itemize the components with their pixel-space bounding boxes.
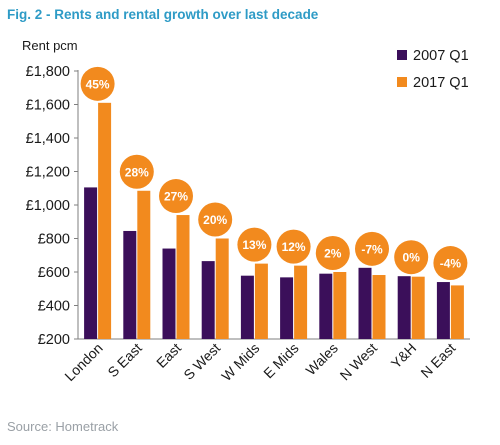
- growth-label: 0%: [403, 251, 421, 265]
- axes: £200 £400 £600 £800 £1,000 £1,200 £1,400 £1,600…: [26, 64, 470, 348]
- source-note: Source: Hometrack: [7, 419, 119, 434]
- legend-label: 2007 Q1: [413, 48, 469, 64]
- bar-2017q1: [333, 272, 347, 339]
- bars: [84, 102, 464, 339]
- bar-2007q1: [319, 273, 333, 339]
- bar-2007q1: [358, 267, 372, 339]
- x-tick-label: N East: [417, 340, 458, 381]
- y-tick-label: £1,400: [26, 131, 70, 147]
- growth-label: 27%: [164, 190, 188, 204]
- growth-label: 20%: [203, 213, 227, 227]
- bar-2017q1: [411, 276, 425, 339]
- x-tick-label: S West: [180, 340, 223, 383]
- growth-label: 45%: [86, 77, 110, 91]
- y-axis-label: Rent pcm: [22, 38, 78, 53]
- legend: 2007 Q1 2017 Q1: [397, 48, 469, 91]
- bar-2017q1: [137, 190, 151, 339]
- bar-2007q1: [280, 277, 294, 339]
- bar-2007q1: [162, 248, 176, 339]
- x-tick-label: East: [153, 340, 184, 371]
- x-tick-label: Y&H: [388, 340, 420, 372]
- growth-bubble: [355, 231, 389, 266]
- bar-2017q1: [254, 263, 268, 339]
- y-tick-label: £200: [38, 332, 70, 348]
- legend-label: 2017 Q1: [413, 75, 469, 91]
- bar-2017q1: [450, 285, 464, 339]
- growth-bubble: [80, 66, 115, 101]
- y-tick-label: £1,600: [26, 98, 70, 114]
- x-tick-label: E Mids: [260, 340, 302, 382]
- growth-label: -4%: [440, 257, 462, 271]
- growth-label: 28%: [125, 165, 149, 179]
- x-tick-label: W Mids: [218, 340, 262, 384]
- growth-label: 13%: [242, 238, 266, 252]
- x-tick-label: Wales: [302, 340, 340, 378]
- growth-bubble: [198, 202, 233, 237]
- bar-2017q1: [176, 215, 190, 339]
- y-tick-label: £1,000: [26, 198, 70, 214]
- bar-2007q1: [123, 230, 137, 339]
- chart-title: Fig. 2 - Rents and rental growth over la…: [7, 7, 319, 22]
- bar-2017q1: [215, 238, 229, 339]
- bar-2017q1: [98, 102, 112, 339]
- bar-2007q1: [84, 187, 98, 339]
- growth-bubble: [315, 236, 350, 270]
- legend-swatch: [397, 50, 407, 60]
- y-tick-label: £400: [38, 299, 70, 315]
- bar-2017q1: [372, 275, 386, 339]
- growth-bubble: [119, 154, 154, 189]
- y-tick-label: £1,800: [26, 64, 70, 80]
- bar-2007q1: [397, 276, 411, 339]
- growth-bubble: [276, 229, 311, 264]
- bar-2017q1: [294, 265, 308, 339]
- growth-label: -7%: [361, 242, 383, 256]
- growth-bubble: [433, 246, 468, 281]
- y-tick-label: £1,200: [26, 165, 70, 181]
- legend-swatch: [397, 77, 407, 87]
- x-tick-label: S East: [104, 340, 145, 381]
- bar-2007q1: [240, 275, 254, 339]
- bar-2007q1: [436, 282, 450, 339]
- growth-labels: 45% 28% 27% 20% 13% 12% 2% -7% 0% -4%: [80, 66, 468, 281]
- bar-2007q1: [201, 261, 215, 339]
- y-tick-label: £800: [38, 232, 70, 248]
- growth-bubble: [159, 179, 193, 214]
- x-tick-label: N West: [337, 340, 381, 384]
- growth-bubble: [237, 227, 272, 262]
- growth-label: 2%: [324, 247, 342, 261]
- growth-bubble: [394, 240, 429, 275]
- growth-label: 12%: [282, 240, 306, 254]
- y-tick-label: £600: [38, 265, 70, 281]
